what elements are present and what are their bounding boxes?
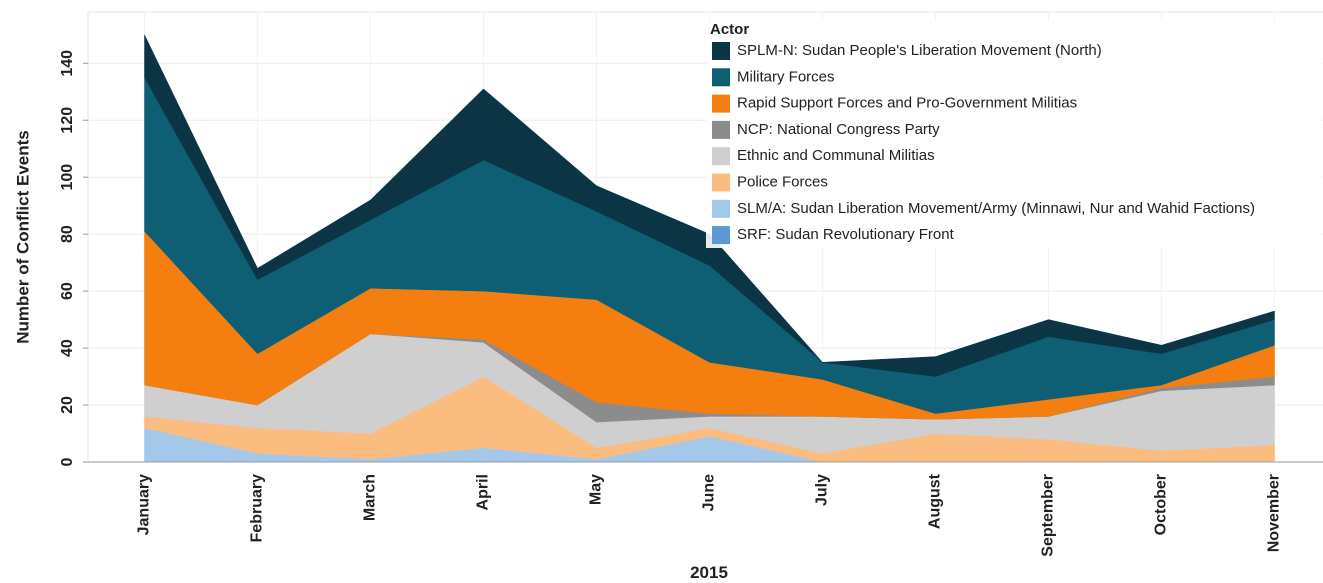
legend-swatch	[712, 199, 730, 218]
legend-label: Rapid Support Forces and Pro-Government …	[737, 95, 1077, 112]
x-tick-label: October	[1153, 474, 1170, 535]
y-tick-label: 60	[59, 282, 76, 300]
x-tick-label: July	[814, 474, 831, 506]
legend-background	[706, 20, 1322, 248]
x-tick-label: March	[362, 474, 379, 521]
y-tick-label: 40	[59, 339, 76, 357]
y-tick-label: 120	[59, 107, 76, 134]
legend-swatch	[712, 226, 730, 245]
legend-swatch	[712, 94, 730, 113]
legend-label: SLM/A: Sudan Liberation Movement/Army (M…	[737, 200, 1255, 217]
x-tick-label: January	[136, 474, 153, 535]
x-tick-label: November	[1266, 474, 1283, 552]
x-tick-label: April	[475, 474, 492, 510]
legend-label: SRF: Sudan Revolutionary Front	[737, 226, 955, 243]
legend-label: Police Forces	[737, 173, 828, 190]
legend-swatch	[712, 42, 730, 60]
area	[144, 34, 1275, 377]
legend-swatch	[712, 173, 730, 192]
y-tick-label: 80	[59, 225, 76, 243]
legend-title: Actor	[710, 21, 749, 38]
legend-label: Military Forces	[737, 68, 835, 85]
legend-swatch	[712, 147, 730, 166]
x-tick-label: September	[1040, 474, 1057, 557]
y-tick-label: 20	[59, 396, 76, 414]
y-tick-label: 0	[59, 457, 76, 466]
x-axis-title: 2015	[690, 563, 728, 582]
y-axis-title: Number of Conflict Events	[13, 130, 32, 343]
legend-swatch	[712, 120, 730, 139]
y-tick-label: 100	[59, 164, 76, 191]
x-tick-label: August	[927, 473, 944, 529]
x-tick-label: February	[249, 474, 266, 543]
y-tick-label: 140	[59, 50, 76, 77]
legend-label: Ethnic and Communal Militias	[737, 147, 935, 164]
x-tick-label: May	[588, 474, 605, 505]
legend-label: NCP: National Congress Party	[737, 121, 940, 138]
legend-swatch	[712, 68, 730, 87]
legend-label: SPLM-N: Sudan People's Liberation Moveme…	[737, 42, 1102, 59]
x-tick-label: June	[701, 474, 718, 511]
